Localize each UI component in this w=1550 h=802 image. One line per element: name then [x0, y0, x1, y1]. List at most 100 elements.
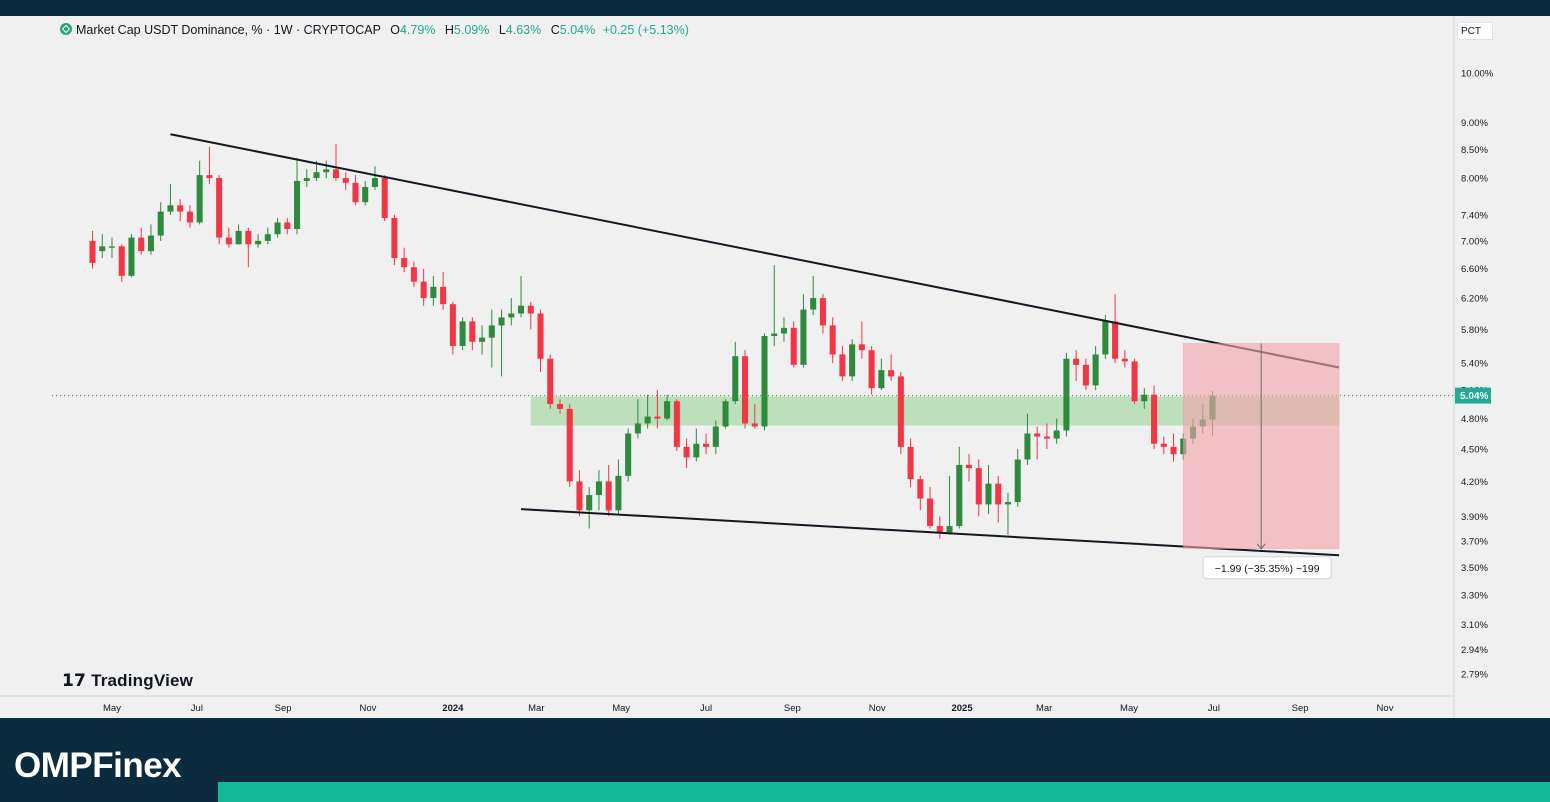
candle-body [352, 182, 359, 203]
close-label: C [550, 23, 560, 37]
candle-body [849, 344, 856, 377]
candle [868, 345, 875, 395]
candle-body [479, 337, 486, 342]
candle-body [138, 237, 145, 252]
candle-body [1014, 459, 1021, 503]
candle [1043, 423, 1050, 449]
price-tick-label: 10.00% [1461, 69, 1494, 80]
candle-body [829, 325, 836, 355]
candle [917, 475, 924, 511]
last-price-badge[interactable] [1455, 387, 1491, 404]
high-label: H [444, 23, 454, 37]
candle [761, 333, 768, 431]
candle-body [917, 479, 924, 499]
candle [479, 325, 486, 355]
candle-body [391, 217, 398, 259]
candle [352, 175, 359, 206]
candle-body [858, 344, 865, 351]
open-value: 4.79% [399, 23, 436, 37]
candle-body [274, 222, 281, 235]
candle [1092, 345, 1099, 391]
percent-scale-button[interactable]: PCT [1457, 22, 1493, 40]
candle-body [839, 354, 846, 377]
candle [975, 459, 982, 517]
candle [839, 345, 846, 381]
candle [897, 371, 904, 455]
candle [556, 399, 564, 414]
candle-body [177, 205, 184, 212]
chart-legend[interactable]: Market Cap USDT Dominance, % · 1W · CRYP… [60, 23, 689, 37]
candle [1082, 358, 1089, 391]
price-tick-label: 3.50% [1461, 563, 1488, 574]
candle [683, 438, 690, 469]
candle [420, 268, 427, 306]
low-value: 4.63% [505, 23, 542, 37]
ompfinex-logo[interactable]: OMPFinex [14, 746, 182, 785]
time-tick-label: Nov [869, 703, 886, 714]
candle-body [605, 481, 612, 511]
time-tick-label: Nov [1377, 703, 1394, 714]
candle [527, 301, 534, 330]
time-tick-label: Nov [360, 703, 377, 714]
candle [391, 214, 398, 266]
chart-area[interactable]: −1.99 (−35.35%) −199 10.00% 9.00% 8.50% 8.0… [0, 16, 1550, 718]
descending-resistance-trendline[interactable] [170, 133, 1340, 369]
candle [381, 175, 388, 222]
price-tick-label: 5.40% [1461, 359, 1488, 370]
candles-layer [89, 144, 1216, 539]
candle-body [196, 175, 203, 223]
candle-body [742, 356, 749, 424]
candle-body [995, 483, 1002, 505]
candle [654, 390, 661, 429]
candle [430, 275, 437, 306]
candle-body [547, 358, 554, 405]
candle [362, 181, 369, 206]
price-axis[interactable]: 10.00% 9.00% 8.50% 8.00% 7.40% 7.00% 6.60% 6.20… [1455, 69, 1494, 681]
time-tick-label: Sep [275, 703, 292, 714]
candle-body [888, 370, 895, 377]
candle [303, 169, 310, 187]
candle [858, 321, 865, 359]
candle [625, 428, 632, 482]
candle-body [576, 481, 583, 511]
candle [449, 301, 456, 355]
symbol-title[interactable]: Market Cap USDT Dominance, % · 1W · CRYP… [76, 23, 381, 37]
candle [712, 420, 719, 455]
candle-body [342, 178, 349, 183]
candle-body [956, 464, 963, 527]
close-value: 5.04% [559, 23, 596, 37]
price-tick-label: 4.80% [1461, 414, 1488, 425]
time-tick-label: Jul [191, 703, 203, 714]
candle-body [206, 175, 213, 179]
candle-body [108, 246, 116, 248]
candle-body [693, 443, 700, 458]
time-tick-label: Mar [1036, 703, 1052, 714]
candle-body [878, 370, 885, 389]
candle [89, 230, 96, 269]
candle [255, 234, 262, 248]
time-tick-label: May [103, 703, 121, 714]
tradingview-logo[interactable]: 𝟭𝟳 TradingView [62, 671, 193, 691]
candle [790, 321, 797, 368]
price-tick-label: 6.60% [1461, 264, 1488, 275]
candle [800, 294, 807, 368]
trendlines-layer [170, 133, 1340, 557]
candle [440, 272, 447, 310]
range-arrow-head-icon [1256, 543, 1266, 550]
price-tick-label: 6.20% [1461, 294, 1488, 305]
time-tick-label: Mar [528, 703, 544, 714]
time-tick-label: 2024 [442, 703, 464, 714]
candle-body [595, 481, 602, 496]
measure-layer[interactable]: −1.99 (−35.35%) −199 [1183, 343, 1340, 580]
time-axis[interactable]: May Jul Sep Nov 2024 Mar May Jul Sep Nov 2025 Mar Ma… [103, 703, 1394, 714]
price-chart[interactable]: −1.99 (−35.35%) −199 10.00% 9.00% 8.50% 8.0… [0, 16, 1550, 718]
price-tick-label: 3.90% [1461, 512, 1488, 523]
candle-body [936, 526, 943, 533]
price-tick-label: 3.70% [1461, 537, 1488, 548]
candle [498, 309, 505, 377]
candle [216, 175, 223, 245]
candle-body [1112, 321, 1119, 359]
time-tick-label: Sep [784, 703, 801, 714]
candle [995, 475, 1002, 523]
price-tick-label: 2.79% [1461, 670, 1488, 681]
